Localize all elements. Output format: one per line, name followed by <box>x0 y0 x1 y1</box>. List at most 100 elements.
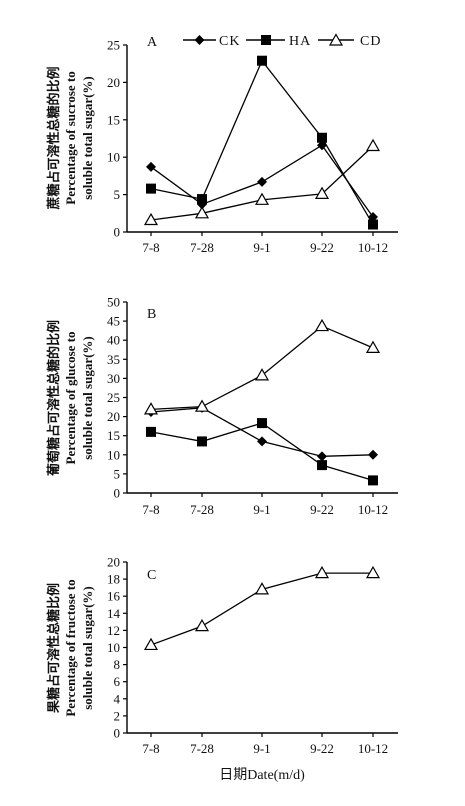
x-tick-label: 9-1 <box>253 240 270 255</box>
x-tick-label: 9-22 <box>310 741 334 756</box>
x-tick-label: 9-1 <box>253 741 270 756</box>
y-ticks: 0 5 10 15 20 25 <box>107 38 127 240</box>
data-point-cd <box>365 340 381 353</box>
y-axis-title-en-1: Percentage of sucrose to <box>63 71 78 204</box>
y-tick-label: 10 <box>107 150 120 165</box>
y-tick-label: 25 <box>107 38 120 53</box>
series-line-cd <box>150 325 374 410</box>
data-point-ha <box>368 219 378 230</box>
x-tick-label: 7-28 <box>190 741 214 756</box>
y-tick-label: 18 <box>107 572 120 587</box>
data-point-cd <box>254 582 270 595</box>
panel-label: A <box>147 35 158 50</box>
data-point-cd <box>143 402 159 415</box>
series-line-ha <box>150 422 374 482</box>
y-tick-label: 5 <box>114 466 121 481</box>
panel-label: B <box>147 307 156 322</box>
x-tick-label: 9-1 <box>253 502 270 517</box>
data-point-ck <box>257 176 267 187</box>
y-tick-label: 14 <box>107 606 121 621</box>
y-tick-label: 50 <box>107 295 120 310</box>
legend-marker-cd <box>328 33 344 46</box>
y-tick-label: 12 <box>107 623 120 638</box>
data-point-ha <box>197 194 207 205</box>
x-tick-label: 7-28 <box>190 240 214 255</box>
y-tick-label: 25 <box>107 390 120 405</box>
x-tick-label: 7-8 <box>142 741 159 756</box>
plot-area <box>143 565 381 651</box>
y-axis-title-cn: 葡萄糖占可溶性总糖的比例 <box>46 320 61 477</box>
panel-c: C 果糖占可溶性总糖比例 Percentage of fructose to s… <box>46 555 398 756</box>
plot-area <box>143 318 381 486</box>
y-tick-label: 35 <box>107 352 120 367</box>
data-point-cd <box>314 318 330 332</box>
y-tick-label: 6 <box>114 674 121 689</box>
data-point-cd <box>365 565 381 579</box>
x-axis-title: 日期Date(m/d) <box>219 767 305 783</box>
x-tick-label: 10-12 <box>358 240 388 255</box>
y-tick-label: 40 <box>107 333 120 348</box>
y-tick-label: 15 <box>107 112 120 127</box>
data-point-cd <box>194 399 210 412</box>
y-axis-title-en-2: soluble total sugar(%) <box>80 336 95 460</box>
data-point-cd <box>314 565 330 579</box>
legend-label-cd: CD <box>360 34 381 49</box>
panel-a: A 蔗糖占可溶性总糖的比例 Percentage of sucrose to s… <box>46 33 398 255</box>
data-point-ck <box>146 161 156 172</box>
y-tick-label: 0 <box>114 486 121 501</box>
x-ticks: 7-8 7-28 9-1 9-22 10-12 <box>142 733 388 756</box>
y-tick-label: 16 <box>107 589 121 604</box>
data-point-ha <box>317 132 327 143</box>
data-point-cd <box>254 368 270 381</box>
data-point-ck <box>368 449 378 460</box>
y-axis-title-cn: 蔗糖占可溶性总糖的比例 <box>46 66 61 210</box>
data-point-ha <box>317 460 327 471</box>
panel-label: C <box>147 568 156 583</box>
x-tick-label: 9-22 <box>310 240 334 255</box>
x-tick-label: 10-12 <box>358 741 388 756</box>
x-tick-label: 7-8 <box>142 502 159 517</box>
data-point-cd <box>254 192 270 205</box>
x-tick-label: 7-28 <box>190 502 214 517</box>
y-tick-label: 10 <box>107 447 120 462</box>
legend-label-ha: HA <box>289 34 311 49</box>
data-point-ha <box>146 183 156 194</box>
y-axis-title-en-1: Percentage of glucose to <box>63 332 78 465</box>
y-axis-title-en-1: Percentage of fructose to <box>63 579 78 716</box>
y-ticks: 0 2 4 6 8 10 12 14 16 18 20 <box>107 555 127 741</box>
data-point-ck <box>257 436 267 447</box>
data-point-cd <box>194 206 210 219</box>
y-tick-label: 20 <box>107 555 120 570</box>
y-axis-title-cn: 果糖占可溶性总糖比例 <box>46 583 61 714</box>
y-tick-label: 8 <box>114 657 121 672</box>
data-point-ha <box>257 55 267 66</box>
y-axis-title-en-2: soluble total sugar(%) <box>80 586 95 710</box>
y-tick-label: 20 <box>107 75 120 90</box>
legend-marker-ha <box>261 35 271 45</box>
data-point-cd <box>314 186 330 199</box>
plot-area <box>143 55 381 230</box>
y-tick-label: 4 <box>114 691 121 706</box>
y-tick-label: 0 <box>114 225 121 240</box>
series-line-ck <box>150 407 374 457</box>
y-axis-title-en-2: soluble total sugar(%) <box>80 76 95 200</box>
panel-b: B 葡萄糖占可溶性总糖的比例 Percentage of glucose to … <box>46 295 398 517</box>
data-point-ha <box>146 426 156 437</box>
x-tick-label: 7-8 <box>142 240 159 255</box>
legend-marker-ck <box>194 35 205 45</box>
y-tick-label: 10 <box>107 640 120 655</box>
y-tick-label: 5 <box>114 187 121 202</box>
legend-label-ck: CK <box>219 34 240 49</box>
x-tick-label: 9-22 <box>310 502 334 517</box>
legend: CK HA CD <box>183 33 381 49</box>
y-tick-label: 2 <box>114 708 121 723</box>
x-ticks: 7-8 7-28 9-1 9-22 10-12 <box>142 232 388 255</box>
data-point-ha <box>197 436 207 447</box>
data-point-ha <box>368 475 378 486</box>
data-point-cd <box>143 637 159 651</box>
y-ticks: 0 5 10 15 20 25 30 35 40 45 50 <box>107 295 127 501</box>
y-tick-label: 20 <box>107 409 120 424</box>
y-tick-label: 30 <box>107 371 120 386</box>
data-point-ha <box>257 418 267 429</box>
y-tick-label: 0 <box>114 726 121 741</box>
